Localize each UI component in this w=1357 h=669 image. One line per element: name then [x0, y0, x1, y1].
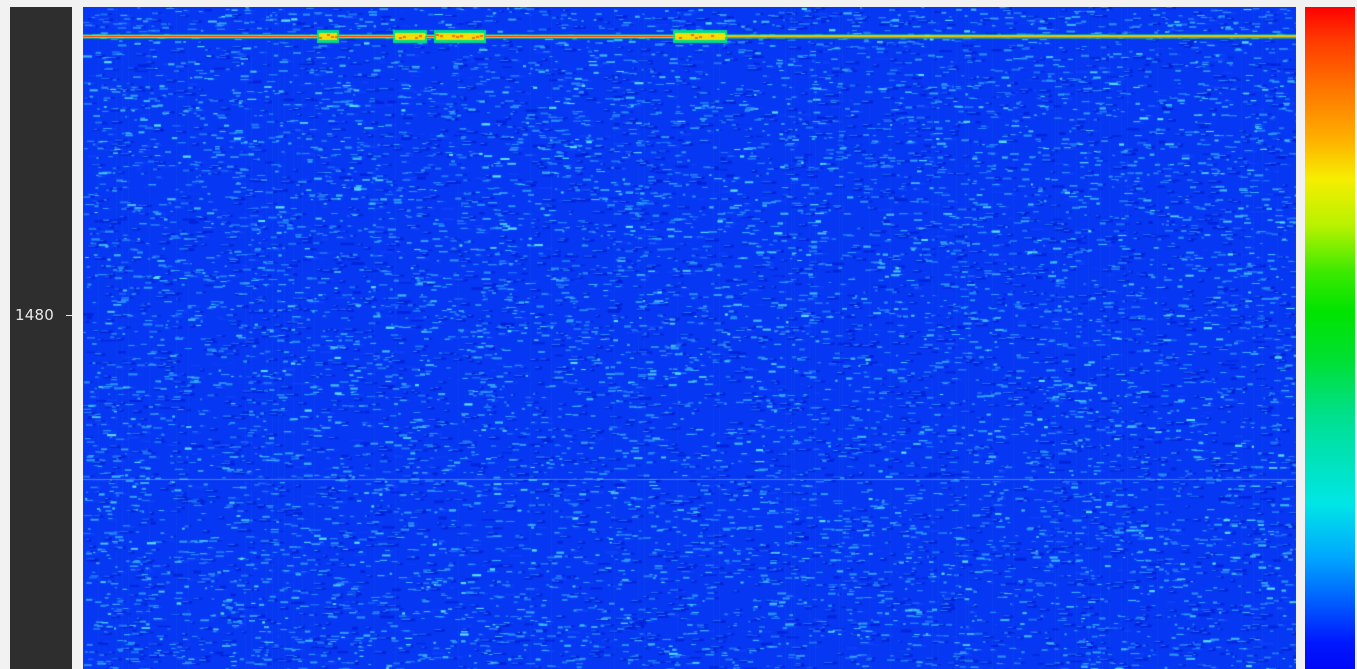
frequency-tick-label: 1480	[15, 306, 54, 324]
waterfall-display[interactable]	[83, 7, 1296, 669]
frequency-tick-mark	[66, 315, 72, 316]
waterfall-canvas[interactable]	[83, 7, 1296, 669]
frequency-axis: 1480	[10, 7, 72, 669]
color-scale-bar	[1305, 7, 1355, 669]
